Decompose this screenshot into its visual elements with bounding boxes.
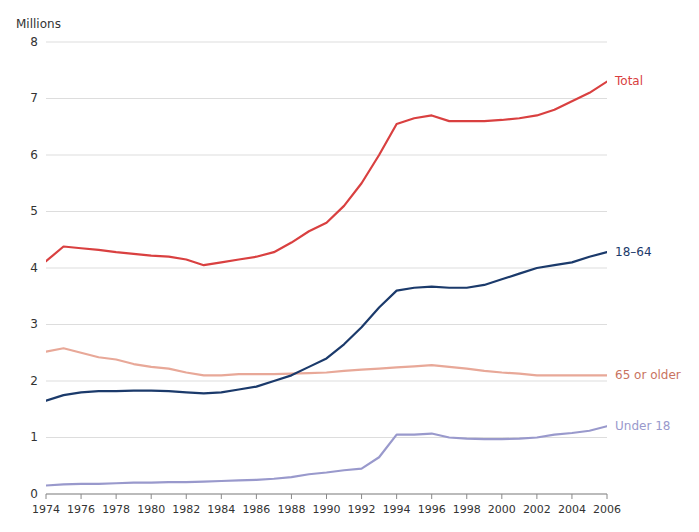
x-tick	[396, 494, 397, 499]
x-tick	[501, 494, 502, 499]
y-tick-label: 2	[30, 374, 38, 388]
series-labels: Total 65 or older 18–64 Under 18	[614, 74, 681, 433]
series-line	[46, 426, 607, 485]
x-tick-label: 1974	[32, 503, 60, 516]
x-tick-label: 1994	[383, 503, 411, 516]
x-tick	[151, 494, 152, 499]
x-tick	[361, 494, 362, 499]
y-tick-label: 1	[30, 430, 38, 444]
y-tick-label: 7	[30, 91, 38, 105]
x-tick-label: 1978	[102, 503, 130, 516]
x-tick	[326, 494, 327, 499]
x-tick-label: 1986	[242, 503, 270, 516]
x-tick	[186, 494, 187, 499]
y-tick-label: 5	[30, 204, 38, 218]
x-tick-label: 1976	[67, 503, 95, 516]
x-tick-label: 1988	[277, 503, 305, 516]
x-tick	[291, 494, 292, 499]
x-tick-label: 1982	[172, 503, 200, 516]
series-line	[46, 252, 607, 401]
grid-line	[46, 324, 607, 325]
x-tick	[221, 494, 222, 499]
series-label: 65 or older	[615, 368, 681, 382]
y-grid	[46, 42, 607, 494]
x-tick	[536, 494, 537, 499]
y-tick-label: 3	[30, 317, 38, 331]
x-tick-label: 1998	[453, 503, 481, 516]
grid-line	[46, 381, 607, 382]
series-line	[46, 348, 607, 375]
x-tick-label: 2004	[558, 503, 586, 516]
chart-container: 0 1 2 3 4 5 6 7 8 1974 1976 1978 1980 1982 1984 1986 198…	[0, 0, 699, 532]
grid-line	[46, 98, 607, 99]
y-tick-label: 4	[30, 261, 38, 275]
x-tick	[46, 494, 47, 499]
grid-line	[46, 155, 607, 156]
series-line	[46, 82, 607, 266]
grid-line	[46, 42, 607, 43]
x-tick-label: 1984	[207, 503, 235, 516]
x-tick	[256, 494, 257, 499]
grid-line	[46, 268, 607, 269]
x-tick	[607, 494, 608, 499]
x-tick	[571, 494, 572, 499]
x-tick-label: 1990	[313, 503, 341, 516]
x-tick-label: 2006	[593, 503, 621, 516]
x-tick-label: 1992	[348, 503, 376, 516]
y-tick-label: 6	[30, 148, 38, 162]
x-tick-label: 2000	[488, 503, 516, 516]
x-tick-label: 1980	[137, 503, 165, 516]
x-tick	[431, 494, 432, 499]
x-tick	[81, 494, 82, 499]
y-tick-label: 8	[30, 35, 38, 49]
x-tick-label: 1996	[418, 503, 446, 516]
y-axis-label: Millions	[16, 17, 61, 31]
x-tick	[116, 494, 117, 499]
y-tick-label: 0	[30, 487, 38, 501]
series-label: Total	[614, 74, 643, 88]
series-label: 18–64	[615, 245, 652, 259]
chart-svg: 0 1 2 3 4 5 6 7 8 1974 1976 1978 1980 1982 1984 1986 198…	[0, 0, 699, 532]
series-label: Under 18	[615, 419, 670, 433]
grid-line	[46, 211, 607, 212]
x-tick	[466, 494, 467, 499]
lines	[46, 82, 607, 486]
x-tick-label: 2002	[523, 503, 551, 516]
